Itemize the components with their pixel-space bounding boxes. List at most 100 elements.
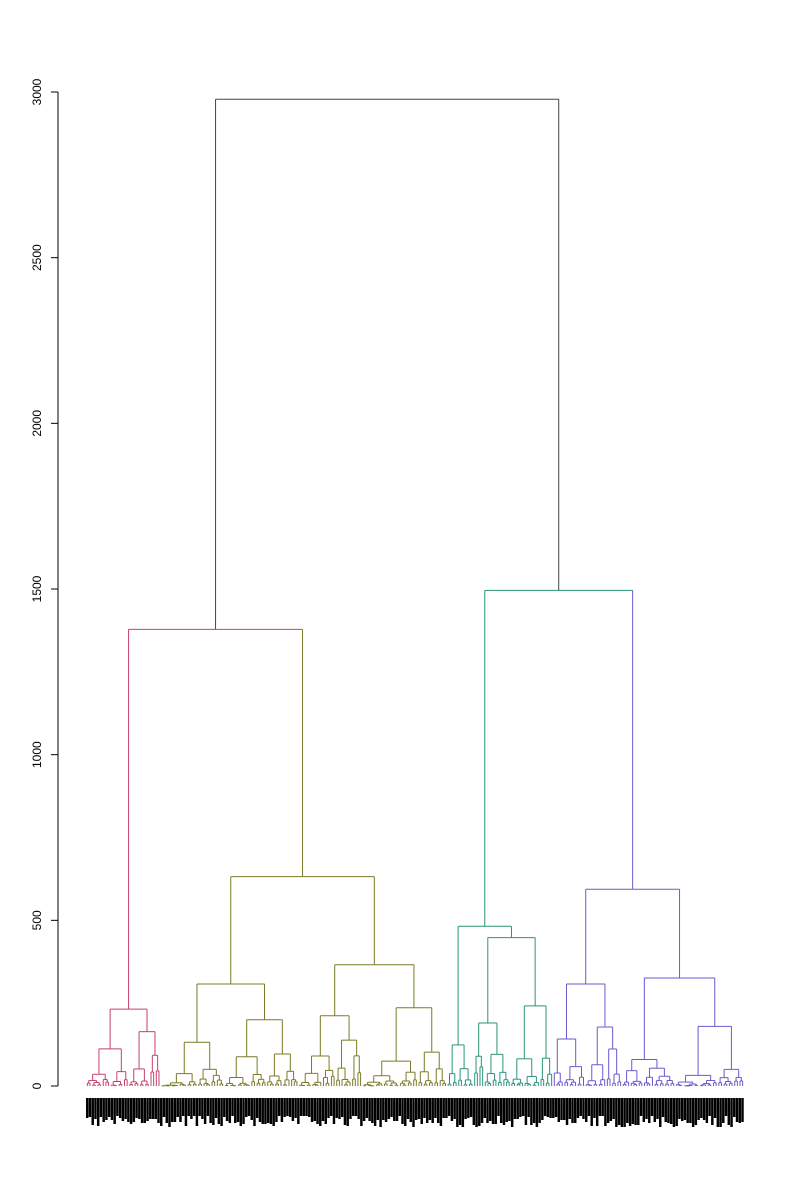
leaf-label (727, 1098, 731, 1125)
leaf-label (469, 1098, 473, 1117)
leaf-label (653, 1098, 656, 1122)
leaf-label (467, 1098, 470, 1118)
leaf-label (404, 1098, 407, 1126)
leaf-label (409, 1098, 412, 1122)
leaf-label (88, 1098, 92, 1117)
leaf-label (165, 1098, 168, 1123)
leaf-label (280, 1098, 284, 1122)
leaf-label (494, 1098, 497, 1124)
leaf-label (538, 1098, 541, 1123)
leaf-label (354, 1098, 358, 1116)
leaf-label (217, 1098, 221, 1124)
leaf-label (239, 1098, 243, 1126)
leaf-label (390, 1098, 393, 1117)
leaf-label (486, 1098, 489, 1123)
leaf-label (149, 1098, 152, 1119)
leaf-label (642, 1098, 646, 1122)
leaf-label (110, 1098, 114, 1120)
leaf-label (228, 1098, 232, 1123)
leaf-label (255, 1098, 259, 1118)
leaf-label (170, 1098, 174, 1122)
leaf-label (489, 1098, 492, 1121)
leaf-label (179, 1098, 182, 1122)
leaf-label (634, 1098, 637, 1125)
leaf-label (173, 1098, 177, 1122)
leaf-label (694, 1098, 698, 1125)
leaf-labels (86, 1098, 744, 1127)
leaf-label (294, 1098, 297, 1118)
leaf-label (116, 1098, 119, 1116)
leaf-label (319, 1098, 322, 1126)
leaf-label (124, 1098, 127, 1119)
leaf-label (417, 1098, 421, 1119)
leaf-label (288, 1098, 292, 1117)
leaf-label (645, 1098, 648, 1119)
leaf-label (187, 1098, 190, 1116)
leaf-label (275, 1098, 278, 1122)
leaf-label (519, 1098, 522, 1117)
leaf-label (373, 1098, 377, 1126)
leaf-label (735, 1098, 739, 1122)
leaf-label (146, 1098, 149, 1121)
leaf-label (664, 1098, 667, 1122)
leaf-label (445, 1098, 448, 1118)
leaf-label (321, 1098, 325, 1121)
leaf-label (453, 1098, 456, 1119)
leaf-label (702, 1098, 706, 1120)
leaf-label (327, 1098, 330, 1118)
leaf-label (595, 1098, 599, 1126)
leaf-label (524, 1098, 528, 1125)
leaf-label (184, 1098, 188, 1126)
leaf-label (560, 1098, 563, 1120)
leaf-label (574, 1098, 577, 1123)
leaf-label (711, 1098, 714, 1125)
leaf-label (639, 1098, 643, 1116)
leaf-label (316, 1098, 319, 1124)
leaf-label (648, 1098, 651, 1123)
leaf-label (261, 1098, 264, 1124)
leaf-label (395, 1098, 399, 1121)
leaf-label (346, 1098, 349, 1126)
leaf-label (530, 1098, 533, 1125)
leaf-label (428, 1098, 432, 1120)
leaf-label (140, 1098, 144, 1123)
leaf-label (584, 1098, 588, 1122)
leaf-label (661, 1098, 665, 1117)
leaf-label (678, 1098, 681, 1119)
leaf-label (264, 1098, 267, 1124)
leaf-label (689, 1098, 692, 1123)
leaf-label (340, 1098, 344, 1117)
leaf-label (99, 1098, 103, 1117)
leaf-label (516, 1098, 519, 1119)
leaf-label (733, 1098, 736, 1117)
leaf-label (535, 1098, 539, 1127)
leaf-label (168, 1098, 171, 1127)
y-tick-label: 500 (30, 910, 44, 930)
leaf-label (543, 1098, 547, 1116)
leaf-label (557, 1098, 561, 1122)
leaf-label (582, 1098, 585, 1119)
leaf-label (357, 1098, 360, 1119)
leaf-label (483, 1098, 487, 1118)
leaf-label (132, 1098, 136, 1122)
leaf-label (579, 1098, 582, 1116)
leaf-label (521, 1098, 525, 1116)
leaf-label (362, 1098, 366, 1121)
leaf-label (286, 1098, 289, 1116)
leaf-label (310, 1098, 314, 1122)
leaf-label (491, 1098, 495, 1124)
leaf-label (708, 1098, 711, 1116)
leaf-label (250, 1098, 253, 1120)
leaf-label (335, 1098, 338, 1118)
leaf-label (253, 1098, 256, 1126)
leaf-label (214, 1098, 218, 1118)
leaf-label (154, 1098, 158, 1119)
leaf-label (203, 1098, 207, 1124)
leaf-label (606, 1098, 610, 1123)
leaf-label (94, 1098, 97, 1119)
leaf-label (480, 1098, 484, 1123)
y-axis: 0 500 1000 1500 2000 2500 3000 (30, 78, 59, 1089)
leaf-label (686, 1098, 689, 1123)
leaf-label (568, 1098, 572, 1119)
leaf-label (299, 1098, 303, 1116)
